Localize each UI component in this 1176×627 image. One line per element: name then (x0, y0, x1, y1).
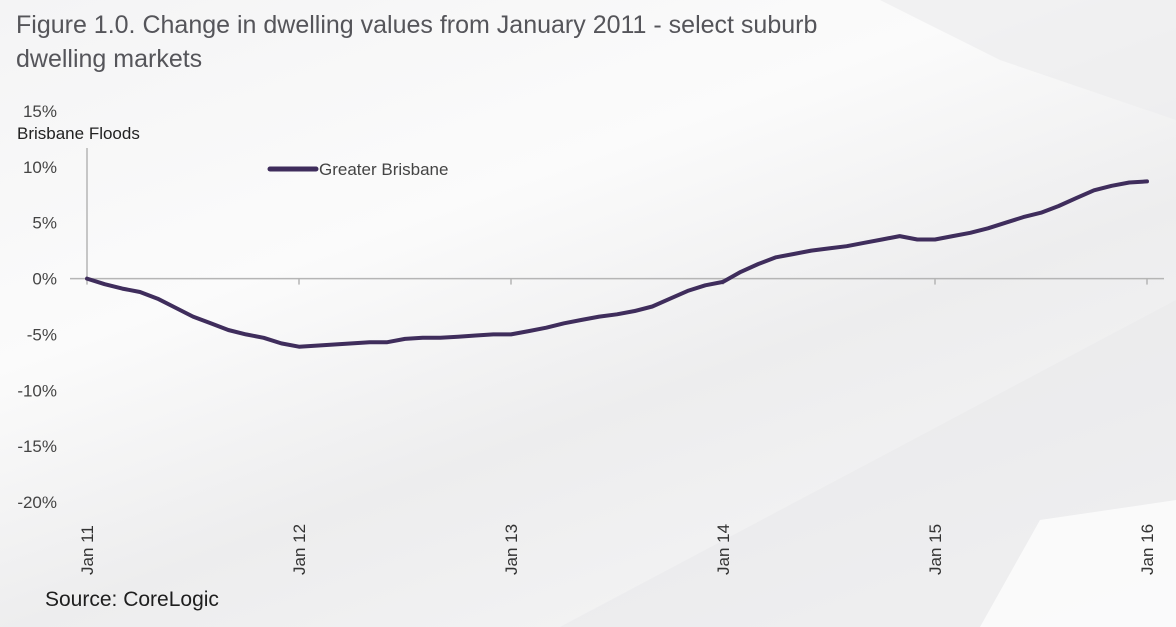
y-axis: 15% 10% 5% 0% -5% -10% -15% -20% (17, 102, 57, 512)
legend: Greater Brisbane (267, 160, 448, 179)
series-layer (85, 179, 1149, 349)
brisbane-floods-annotation: Brisbane Floods (17, 124, 140, 143)
y-tick-label: -20% (17, 493, 57, 512)
y-tick-label: -5% (27, 325, 57, 344)
y-tick-label: -10% (17, 381, 57, 400)
source-note: Source: CoreLogic (45, 588, 219, 611)
x-tick-label: Jan 14 (714, 524, 733, 575)
x-tick-label: Jan 15 (926, 524, 945, 575)
x-tick-label: Jan 12 (290, 524, 309, 575)
x-tick-label: Jan 11 (78, 525, 97, 575)
x-axis: Jan 11 Jan 12 Jan 13 Jan 14 Jan 15 Jan 16 (70, 277, 1164, 575)
x-tick-label: Jan 16 (1138, 524, 1157, 575)
series-line-greater-brisbane (85, 179, 1149, 349)
y-tick-label: -15% (17, 437, 57, 456)
y-tick-label: 5% (32, 214, 57, 233)
y-tick-label: 15% (23, 102, 57, 121)
x-tick-label: Jan 13 (502, 524, 521, 575)
y-tick-label: 0% (32, 270, 57, 289)
y-tick-label: 10% (23, 158, 57, 177)
chart-title: Figure 1.0. Change in dwelling values fr… (16, 11, 818, 73)
legend-label: Greater Brisbane (319, 160, 448, 179)
